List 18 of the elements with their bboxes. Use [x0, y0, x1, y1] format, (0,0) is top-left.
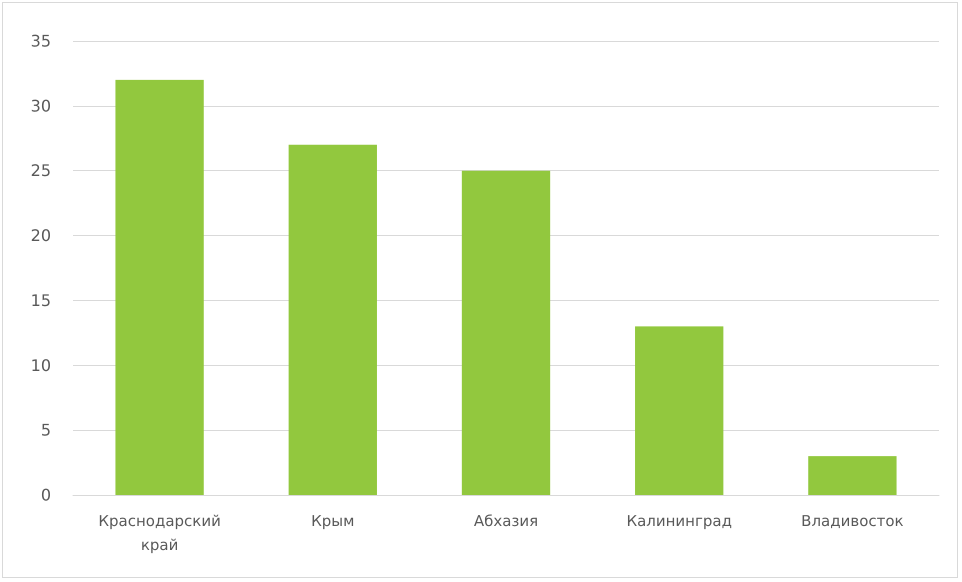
- y-tick-label: 35: [30, 32, 51, 50]
- y-tick-label: 30: [30, 96, 51, 116]
- y-tick-label: 20: [30, 226, 51, 246]
- y-tick-label: 0: [40, 486, 51, 504]
- y-tick-label: 5: [40, 420, 51, 440]
- bar: [288, 144, 377, 495]
- x-tick-label: Крым: [311, 512, 354, 530]
- bar: [808, 456, 897, 495]
- y-tick-label: 25: [30, 161, 51, 180]
- x-tick-label: Владивосток: [801, 512, 904, 530]
- bar: [462, 170, 550, 495]
- x-tick-label: Калининград: [626, 512, 732, 530]
- x-tick-label: Краснодарский край: [98, 512, 221, 554]
- y-tick-label: 10: [30, 356, 51, 375]
- bar: [635, 326, 724, 495]
- bar: [115, 80, 204, 495]
- x-tick-label: Абхазия: [474, 512, 538, 530]
- y-tick-label: 15: [30, 290, 51, 310]
